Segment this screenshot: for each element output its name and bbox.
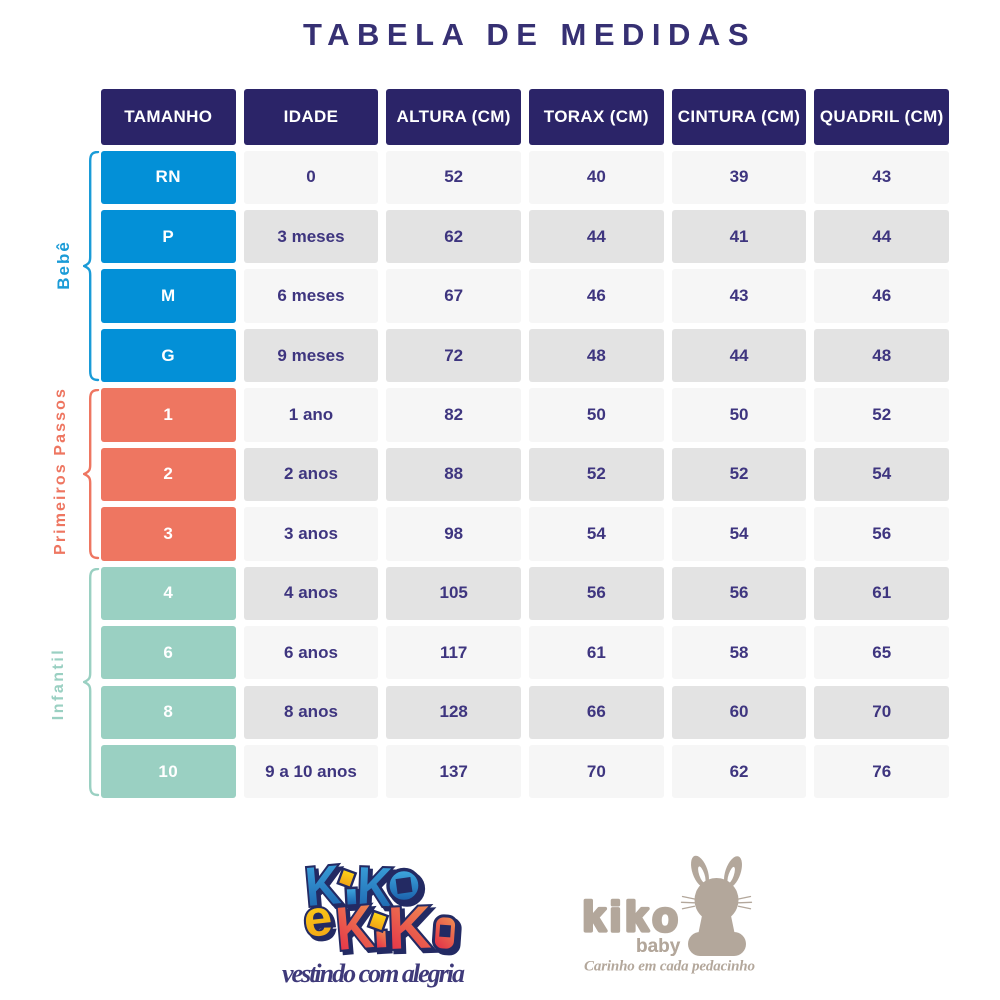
svg-text:vestindo com alegria: vestindo com alegria [282, 959, 465, 988]
svg-text:K: K [336, 895, 379, 966]
svg-text:baby: baby [636, 936, 681, 957]
svg-text:kiko: kiko [583, 893, 682, 940]
svg-text:baby: baby [636, 936, 681, 957]
svg-text:K: K [303, 855, 343, 918]
svg-text:Carinho em cada pedacinho: Carinho em cada pedacinho [584, 959, 755, 975]
svg-text:K: K [306, 856, 346, 920]
svg-text:e: e [301, 888, 335, 948]
svg-text:K: K [390, 897, 436, 965]
svg-text:K: K [387, 894, 433, 962]
